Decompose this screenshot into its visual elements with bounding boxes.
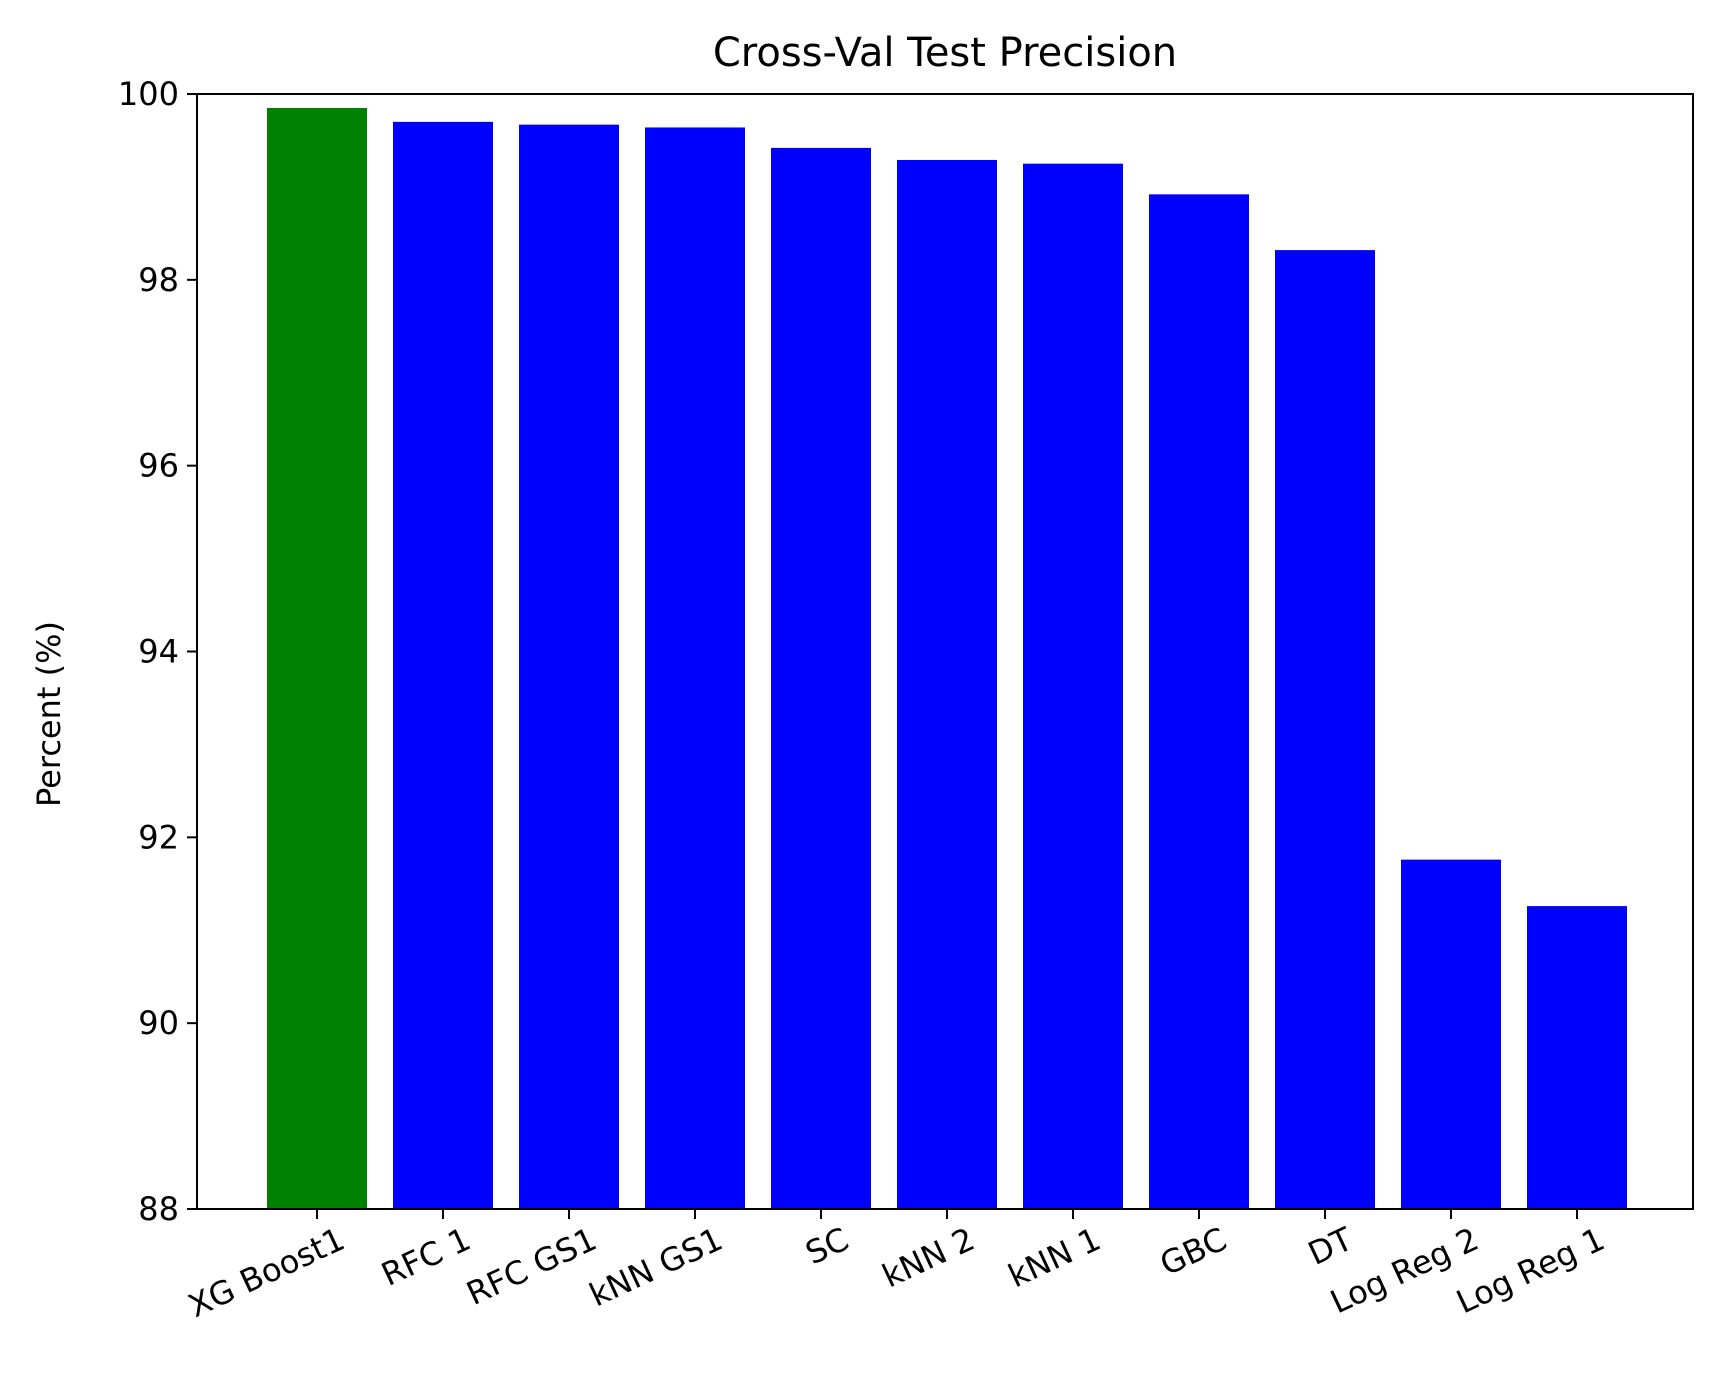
y-tick-label: 98 (138, 261, 179, 299)
y-tick-label: 90 (138, 1004, 179, 1042)
y-tick-label: 88 (138, 1190, 179, 1228)
y-tick-label: 92 (138, 818, 179, 856)
y-tick-label: 100 (118, 75, 179, 113)
bar-knn-1 (1023, 163, 1123, 1209)
y-tick-label: 94 (138, 633, 179, 671)
bar-sc (771, 147, 871, 1210)
bar-xg-boost1 (267, 107, 367, 1209)
bar-rfc-gs1 (519, 124, 619, 1210)
bar-log-reg-1 (1527, 906, 1627, 1209)
bar-dt (1275, 250, 1375, 1210)
bar-log-reg-2 (1401, 859, 1501, 1209)
bars-group (267, 107, 1627, 1210)
y-tick-label: 96 (138, 447, 179, 485)
plot-frame (196, 93, 1694, 1210)
bar-knn-gs1 (645, 127, 745, 1210)
y-axis-label: Percent (%) (30, 621, 68, 807)
bar-knn-2 (897, 159, 997, 1210)
bar-rfc-1 (393, 121, 493, 1209)
chart-title: Cross-Val Test Precision (713, 30, 1177, 76)
bar-gbc (1149, 194, 1249, 1210)
y-axis-ticks: 88 90 92 94 96 98 100 (118, 75, 197, 1228)
